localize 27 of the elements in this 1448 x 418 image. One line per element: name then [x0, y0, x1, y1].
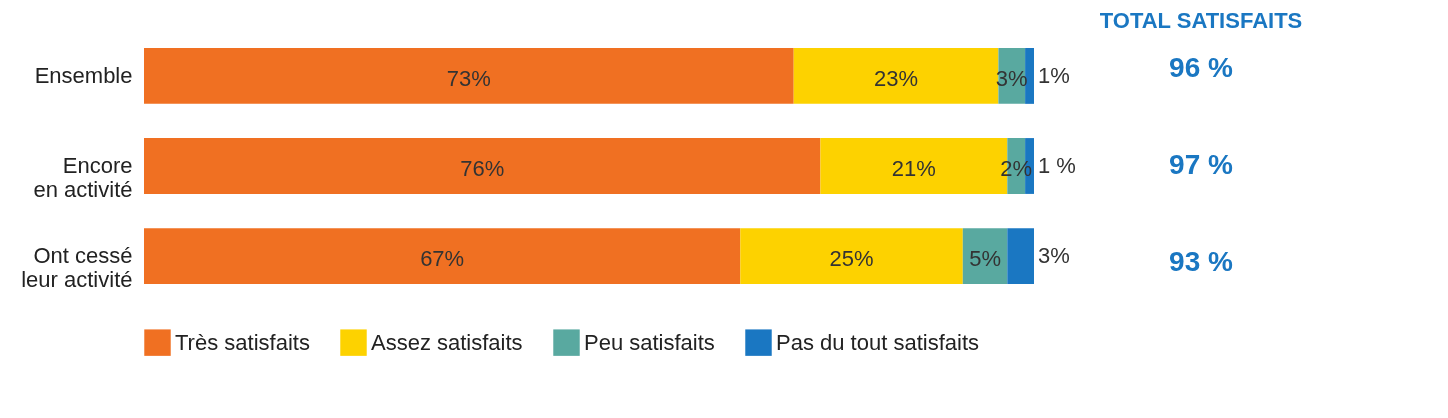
legend-label: Assez satisfaits	[371, 329, 523, 355]
data-label: 23%	[874, 65, 919, 91]
data-label: 25%	[829, 246, 874, 272]
data-label: 1%	[1038, 62, 1070, 88]
y-tick-label: Ensemble	[34, 62, 133, 88]
y-tick-label: Encore en activité	[33, 153, 133, 202]
data-label: 76%	[460, 156, 505, 181]
text: 93 %	[1169, 245, 1234, 277]
bar	[740, 228, 963, 284]
legend-label: Très satisfaits	[175, 329, 310, 355]
legend-label: Pas du tout satisfaits	[776, 329, 979, 355]
text: 97 %	[1169, 149, 1234, 180]
text: 96 %	[1169, 52, 1234, 84]
data-label: 1 %	[1038, 153, 1076, 178]
data-label: 21%	[891, 156, 936, 181]
bar	[1007, 228, 1034, 284]
y-tick-label: Ont cessé leur activité	[21, 243, 133, 293]
data-label: 3%	[1038, 243, 1070, 269]
bar	[144, 48, 794, 104]
legend-label: Peu satisfaits	[584, 329, 715, 355]
data-label: 73%	[446, 65, 491, 91]
text: TOTAL SATISFAITS	[1099, 8, 1303, 33]
data-label: 5%	[969, 246, 1001, 272]
data-label: 67%	[420, 246, 465, 272]
bar	[1025, 48, 1034, 104]
bar	[144, 228, 741, 284]
bar	[144, 138, 821, 194]
